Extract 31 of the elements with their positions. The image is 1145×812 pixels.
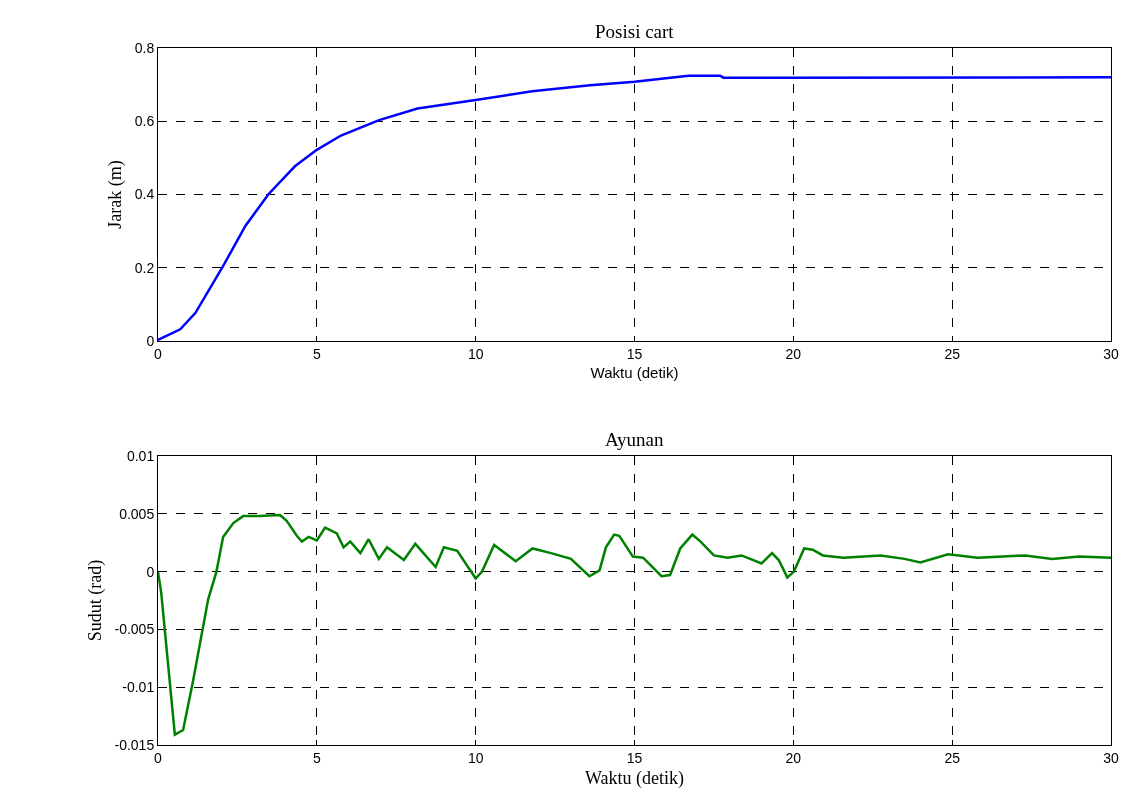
x-tick-label: 30 [1103, 345, 1119, 362]
x-tick-label: 25 [944, 345, 961, 362]
chart-title: Ayunan [605, 429, 664, 450]
x-tick-label: 5 [312, 749, 321, 766]
x-tick-label: 30 [1103, 749, 1119, 766]
x-axis-title: Waktu (detik) [584, 767, 685, 789]
y-tick-label: 0.8 [134, 39, 155, 56]
x-axis-title: Waktu (detik) [590, 363, 679, 381]
y-axis-title: Jarak (m) [104, 160, 126, 229]
x-tick-label: 5 [312, 345, 321, 362]
y-tick-label: 0 [146, 563, 155, 580]
y-tick-label: -0.01 [122, 679, 155, 696]
chart-title: Posisi cart [595, 21, 675, 42]
y-tick-label: 0.6 [134, 113, 155, 130]
x-tick-label: 20 [785, 345, 802, 362]
y-tick-label: -0.005 [114, 621, 155, 638]
x-tick-label: 25 [944, 749, 961, 766]
y-axis-title: Sudut (rad) [84, 559, 106, 642]
y-tick-label: 0.2 [134, 259, 155, 276]
x-tick-label: 10 [467, 749, 484, 766]
line-series [158, 513, 1111, 736]
y-tick-label: 0.01 [126, 447, 155, 464]
y-tick-label: 0 [146, 332, 155, 349]
y-tick-label: -0.015 [114, 736, 155, 753]
y-tick-label: 0.005 [119, 505, 155, 522]
x-tick-label: 10 [467, 345, 484, 362]
x-tick-label: 15 [626, 345, 643, 362]
line-series [158, 74, 1111, 341]
x-tick-label: 20 [785, 749, 802, 766]
y-tick-label: 0.4 [134, 186, 155, 203]
x-tick-label: 15 [626, 749, 643, 766]
